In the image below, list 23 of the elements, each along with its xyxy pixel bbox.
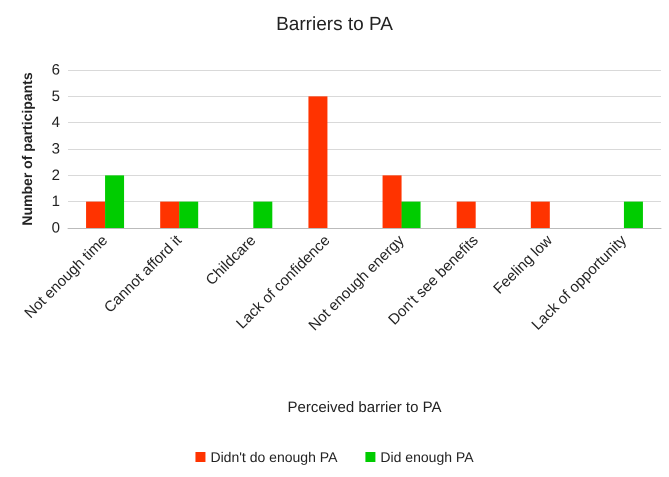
bar [86, 202, 106, 228]
y-axis-title: Number of participants [19, 72, 35, 226]
bar [382, 175, 402, 228]
chart-title: Barriers to PA [276, 14, 394, 35]
y-tick-label: 0 [52, 220, 60, 236]
legend-label: Did enough PA [380, 449, 474, 465]
bar [160, 202, 180, 228]
bar [402, 202, 421, 228]
y-tick-label: 3 [52, 140, 60, 158]
bar [105, 175, 124, 228]
bar [624, 202, 643, 228]
bar [456, 202, 476, 228]
y-tick-label: 1 [52, 193, 60, 210]
bar [179, 202, 198, 228]
y-tick-label: 5 [52, 88, 60, 105]
bar [253, 202, 272, 228]
x-axis-title: Perceived barrier to PA [288, 399, 442, 416]
y-tick-label: 2 [52, 166, 60, 184]
bar [530, 202, 550, 228]
y-tick-label: 6 [52, 62, 60, 78]
y-tick-label: 4 [52, 114, 60, 132]
legend-label: Didn't do enough PA [210, 449, 338, 465]
bar [308, 96, 328, 228]
